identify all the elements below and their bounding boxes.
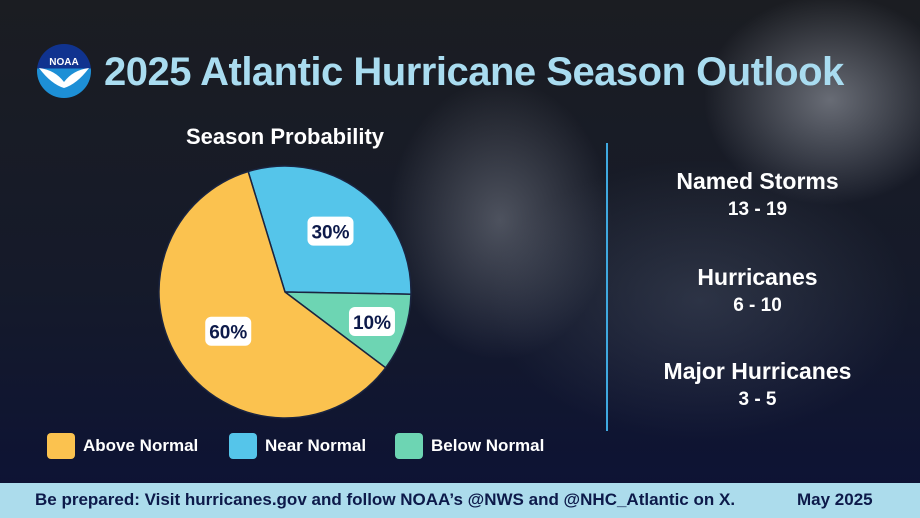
footer-banner: Be prepared: Visit hurricanes.gov and fo… [0,483,920,518]
stat-major-hurricanes: Major Hurricanes 3 - 5 [640,358,875,411]
page-title: 2025 Atlantic Hurricane Season Outlook [104,50,844,94]
chart-title: Season Probability [185,124,385,149]
legend-label: Near Normal [265,436,367,455]
slice-label: 10% [348,306,395,336]
noaa-logo: NOAA [37,44,91,98]
stat-value: 13 - 19 [727,199,788,220]
legend-label: Below Normal [431,436,545,455]
legend-item-below-normal: Below Normal [395,433,544,459]
pie-slice-above-normal [158,170,387,419]
stat-label: Named Storms [676,168,839,194]
divider [606,143,608,431]
legend-swatch [395,433,423,459]
noaa-bird-icon: NOAA [39,57,89,88]
stat-label: Hurricanes [697,264,818,290]
footer-date: May 2025 [797,490,873,509]
legend-item-near-normal: Near Normal [229,433,366,459]
footer-message: Be prepared: Visit hurricanes.gov and fo… [35,490,736,509]
legend-item-above-normal: Above Normal [47,433,198,459]
stat-label: Major Hurricanes [663,358,852,384]
stat-value: 6 - 10 [733,295,782,316]
svg-text:30%: 30% [311,223,349,244]
legend-label: Above Normal [83,436,199,455]
legend-swatch [47,433,75,459]
svg-text:NOAA: NOAA [49,57,78,68]
svg-text:10%: 10% [353,313,391,334]
slice-label: 60% [205,316,252,346]
legend-swatch [229,433,257,459]
stat-hurricanes: Hurricanes 6 - 10 [640,264,875,317]
svg-text:60%: 60% [209,323,247,344]
stat-named-storms: Named Storms 13 - 19 [640,168,875,221]
stat-value: 3 - 5 [738,389,777,410]
slice-label: 30% [307,216,354,246]
